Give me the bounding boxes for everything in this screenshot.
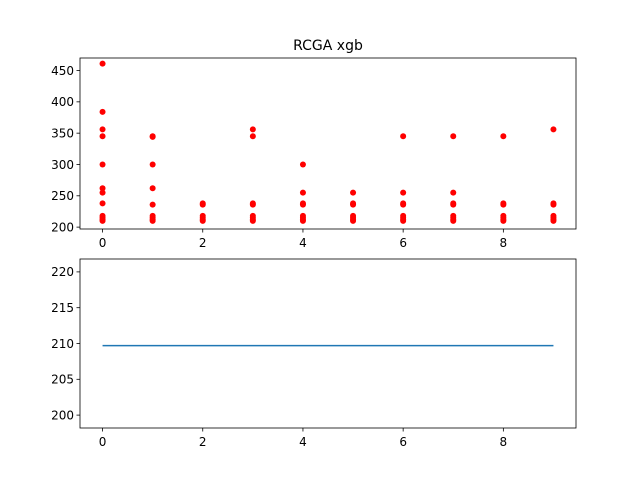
scatter-point bbox=[299, 217, 306, 224]
scatter-point bbox=[149, 161, 156, 168]
x-tick-label: 6 bbox=[399, 236, 407, 250]
y-tick-label: 400 bbox=[51, 95, 74, 109]
scatter-point bbox=[350, 217, 357, 224]
scatter-point bbox=[500, 133, 507, 140]
x-tick-label: 0 bbox=[99, 236, 107, 250]
line-panel: 0 2 4 6 8 200 205 210 215 220 bbox=[51, 258, 577, 449]
scatter-point bbox=[450, 189, 457, 196]
scatter-point bbox=[299, 189, 306, 196]
y-tick-label: 250 bbox=[51, 189, 74, 203]
scatter-point bbox=[99, 200, 106, 207]
scatter-point bbox=[99, 60, 106, 67]
scatter-point bbox=[299, 201, 306, 208]
scatter-point bbox=[299, 161, 306, 168]
x-tick-label: 8 bbox=[500, 236, 508, 250]
chart-title: RCGA xgb bbox=[293, 38, 363, 54]
x-tick-label: 8 bbox=[500, 435, 508, 449]
x-tick-label: 4 bbox=[299, 236, 307, 250]
scatter-point bbox=[149, 201, 156, 208]
scatter-point bbox=[149, 133, 156, 140]
scatter-point bbox=[99, 189, 106, 196]
scatter-point bbox=[199, 201, 206, 208]
x-tick-label: 2 bbox=[199, 435, 207, 449]
scatter-point bbox=[149, 185, 156, 192]
scatter-point bbox=[500, 201, 507, 208]
y-tick-label: 450 bbox=[51, 64, 74, 78]
scatter-point bbox=[99, 217, 106, 224]
x-tick-label: 6 bbox=[399, 435, 407, 449]
scatter-point bbox=[400, 217, 407, 224]
scatter-point bbox=[249, 126, 256, 133]
x-tick-label: 4 bbox=[299, 435, 307, 449]
scatter-point bbox=[450, 217, 457, 224]
x-tick-label: 0 bbox=[99, 435, 107, 449]
scatter-point bbox=[350, 189, 357, 196]
axes-frame bbox=[79, 258, 577, 429]
scatter-point bbox=[249, 133, 256, 140]
scatter-point bbox=[350, 201, 357, 208]
scatter-panel: 0 2 4 6 8 200 250 300 350 400 450 RCGA xgb bbox=[51, 38, 577, 250]
y-tick-label: 300 bbox=[51, 158, 74, 172]
scatter-point bbox=[99, 126, 106, 133]
scatter-point bbox=[99, 133, 106, 140]
scatter-point bbox=[249, 201, 256, 208]
scatter-point bbox=[99, 185, 106, 192]
axes-frame bbox=[79, 57, 577, 230]
scatter-point bbox=[400, 189, 407, 196]
scatter-point bbox=[199, 217, 206, 224]
scatter-point bbox=[550, 217, 557, 224]
y-tick-label: 350 bbox=[51, 126, 74, 140]
scatter-point bbox=[400, 133, 407, 140]
scatter-point bbox=[99, 108, 106, 115]
scatter-point bbox=[249, 217, 256, 224]
scatter-point bbox=[550, 201, 557, 208]
y-tick-label: 220 bbox=[51, 265, 74, 279]
y-tick-label: 200 bbox=[51, 408, 74, 422]
scatter-point bbox=[450, 133, 457, 140]
scatter-point bbox=[99, 161, 106, 168]
y-tick-label: 215 bbox=[51, 301, 74, 315]
scatter-point bbox=[500, 217, 507, 224]
y-tick-label: 200 bbox=[51, 220, 74, 234]
scatter-point bbox=[400, 201, 407, 208]
scatter-point bbox=[450, 201, 457, 208]
y-tick-label: 210 bbox=[51, 337, 74, 351]
x-tick-label: 2 bbox=[199, 236, 207, 250]
scatter-point bbox=[149, 217, 156, 224]
scatter-point bbox=[550, 126, 557, 133]
y-tick-label: 205 bbox=[51, 373, 74, 387]
